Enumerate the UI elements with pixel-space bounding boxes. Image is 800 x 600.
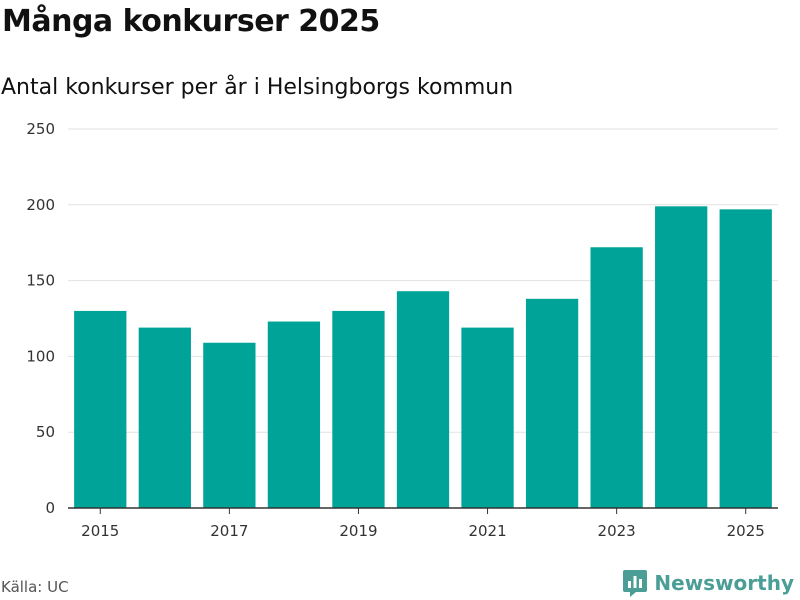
y-tick-label: 200 bbox=[26, 196, 55, 214]
newsworthy-logo-icon bbox=[623, 570, 648, 597]
brand-logo: Newsworthy bbox=[622, 568, 794, 598]
y-tick-label: 250 bbox=[26, 120, 55, 138]
bar-2018 bbox=[267, 321, 321, 508]
bar-2017 bbox=[203, 342, 256, 508]
axes: 0 50 100 150 200 250 2015 2017 2019 2021 2023 2025 bbox=[26, 120, 778, 540]
y-tick-label: 100 bbox=[26, 347, 55, 365]
y-tick-label: 50 bbox=[36, 423, 55, 441]
x-tick-label: 2015 bbox=[81, 522, 119, 540]
y-tick-label: 150 bbox=[26, 272, 55, 290]
chart-subtitle: Antal konkurser per år i Helsingborgs ko… bbox=[1, 75, 514, 100]
brand-name: Newsworthy bbox=[654, 571, 794, 595]
y-tick-label: 0 bbox=[45, 499, 55, 517]
x-tick-label: 2023 bbox=[598, 522, 636, 540]
chart-title: Många konkurser 2025 bbox=[2, 4, 380, 39]
x-tick-label: 2021 bbox=[468, 522, 506, 540]
bar-2015 bbox=[74, 310, 127, 508]
bar-2019 bbox=[332, 310, 385, 508]
bar-2024 bbox=[655, 206, 708, 509]
bars bbox=[74, 206, 772, 509]
bar-2022 bbox=[525, 298, 579, 508]
x-tick-label: 2017 bbox=[210, 522, 248, 540]
bar-2016 bbox=[138, 327, 191, 508]
source-label: Källa: UC bbox=[1, 578, 69, 596]
x-tick-label: 2019 bbox=[339, 522, 377, 540]
bar-2020 bbox=[396, 291, 450, 508]
bar-2021 bbox=[461, 327, 514, 508]
bar-2025 bbox=[719, 209, 772, 508]
x-tick-label: 2025 bbox=[727, 522, 765, 540]
bar-2023 bbox=[590, 247, 643, 509]
